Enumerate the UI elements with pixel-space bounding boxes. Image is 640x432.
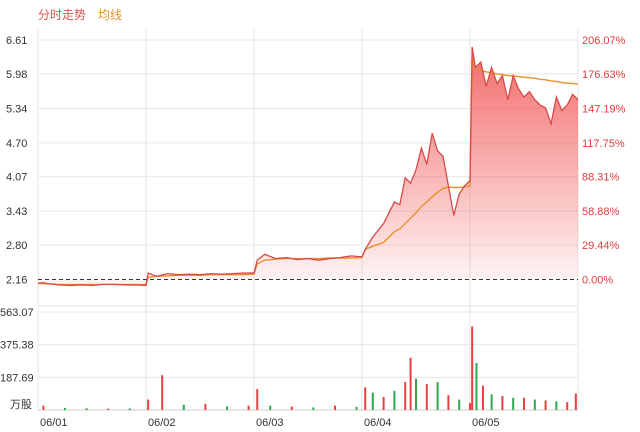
left-price-tick-label: 4.70	[6, 138, 27, 150]
volume-bar	[64, 407, 66, 410]
volume-bar	[161, 375, 164, 410]
right-percent-tick-label: 0.00%	[582, 275, 613, 287]
volume-bar	[290, 406, 293, 410]
price-line	[37, 46, 579, 287]
day-tick-label: 06/01	[40, 417, 68, 429]
volume-bar	[501, 396, 504, 410]
right-percent-tick-label: 176.63%	[582, 69, 626, 81]
volume-unit-label: 万股	[10, 398, 32, 411]
right-percent-tick-label: 147.19%	[582, 103, 626, 115]
volume-bar	[404, 382, 407, 410]
right-percent-tick-label: 88.31%	[582, 172, 620, 184]
volume-bar	[409, 357, 412, 410]
volume-bar	[226, 406, 228, 410]
volume-tick-label: 375.38	[0, 340, 34, 352]
left-price-tick-label: 5.98	[6, 69, 27, 81]
volume-bar	[355, 406, 358, 410]
volume-bar	[147, 399, 150, 410]
volume-bar	[533, 399, 536, 410]
volume-bar	[475, 363, 478, 410]
volume-bar	[523, 397, 525, 410]
volume-bar	[382, 396, 385, 410]
volume-bar	[247, 405, 250, 410]
volume-bar	[481, 385, 484, 410]
volume-bar	[436, 382, 439, 410]
right-percent-tick-label: 29.44%	[582, 240, 620, 252]
volume-tick-label: 563.07	[0, 307, 34, 319]
volume-bar	[204, 403, 207, 410]
volume-bar	[469, 403, 471, 410]
volume-bar	[447, 395, 450, 410]
day-tick-label: 06/04	[364, 417, 392, 429]
volume-bar	[425, 383, 428, 410]
volume-bar	[471, 326, 474, 410]
volume-bar	[566, 402, 569, 410]
volume-bar	[458, 399, 461, 410]
right-percent-tick-label: 206.07%	[582, 35, 626, 47]
volume-bar	[128, 408, 131, 410]
left-price-tick-label: 3.43	[6, 206, 27, 218]
volume-bar	[42, 405, 45, 410]
legend-avg-label: 均线	[98, 8, 123, 22]
right-percent-tick-label: 117.75%	[582, 138, 625, 150]
day-tick-label: 06/02	[148, 417, 176, 429]
left-price-tick-label: 6.61	[6, 35, 27, 47]
left-price-tick-label: 2.80	[6, 240, 27, 252]
chart-legend: 分时走势 均线	[38, 6, 122, 23]
volume-bar	[512, 397, 515, 410]
volume-bar	[555, 401, 558, 410]
volume-tick-label: 187.69	[0, 372, 34, 384]
volume-bar	[371, 392, 374, 410]
volume-bar	[107, 408, 110, 410]
right-percent-tick-label: 58.88%	[582, 206, 620, 218]
volume-bar	[574, 393, 577, 410]
day-tick-label: 06/05	[472, 417, 500, 429]
volume-bar	[393, 390, 396, 410]
volume-bar	[312, 407, 315, 410]
left-price-tick-label: 2.16	[6, 275, 27, 287]
volume-bar	[364, 387, 367, 410]
volume-bar	[269, 405, 272, 410]
volume-bar	[85, 408, 88, 410]
left-price-tick-label: 4.07	[6, 172, 27, 184]
day-tick-label: 06/03	[256, 417, 284, 429]
volume-bar	[182, 404, 185, 410]
volume-bar	[334, 405, 336, 410]
volume-bar	[544, 400, 547, 410]
volume-bar	[490, 394, 493, 410]
price-area-fill	[38, 47, 578, 286]
volume-bar	[415, 378, 417, 410]
volume-bar	[256, 389, 259, 410]
left-price-tick-label: 5.34	[6, 103, 27, 115]
legend-price-label: 分时走势	[38, 8, 87, 22]
